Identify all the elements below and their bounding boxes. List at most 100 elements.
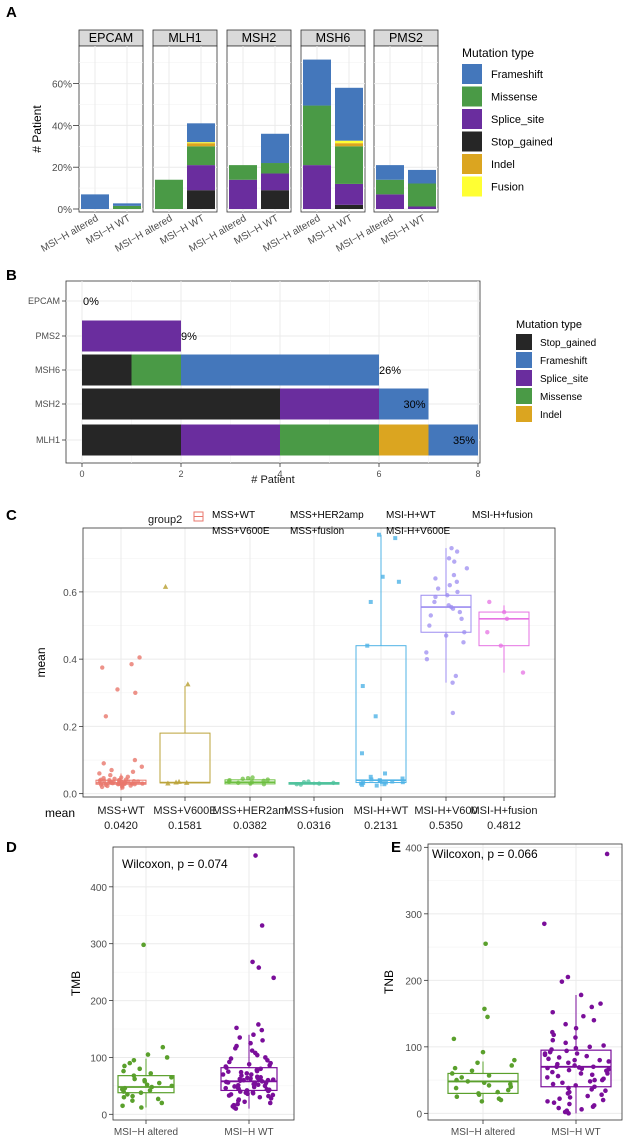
data-point	[560, 1080, 565, 1086]
data-point	[115, 782, 121, 787]
data-point	[99, 784, 105, 790]
data-point	[601, 1043, 606, 1048]
data-point	[449, 1071, 455, 1076]
legend-title: Mutation type	[516, 319, 582, 331]
bar-segment-frameshift	[428, 424, 478, 456]
data-point	[103, 714, 109, 719]
data-point	[462, 630, 467, 635]
legend-key-missense	[516, 388, 532, 404]
bar-segment-stop_gained	[335, 204, 363, 209]
legend-key-stop_gained	[516, 334, 532, 350]
data-point	[390, 779, 395, 784]
legend-label: Indel	[491, 159, 515, 171]
legend-label: Splice_site	[491, 114, 544, 126]
data-point	[316, 781, 322, 786]
data-point	[259, 1079, 265, 1084]
data-point	[424, 650, 429, 655]
legend-label: Fusion	[491, 182, 524, 194]
data-point	[377, 778, 382, 783]
data-point	[224, 1065, 229, 1070]
data-point	[556, 1105, 561, 1111]
y-tick-label: 0	[416, 1109, 422, 1120]
data-point	[121, 1068, 126, 1074]
y-tick-label: 0%	[58, 205, 73, 216]
data-point	[498, 1097, 504, 1103]
y-tick-label: 0	[101, 1110, 107, 1121]
x-tick-label: 8	[475, 469, 480, 479]
data-point	[545, 1075, 550, 1080]
y-axis-title: # Patient	[30, 105, 44, 153]
data-point	[101, 761, 106, 766]
data-point	[509, 1063, 515, 1068]
data-point	[298, 782, 303, 787]
legend-key-indel	[462, 154, 482, 174]
y-tick-label: 100	[405, 1043, 422, 1054]
data-point	[155, 1096, 161, 1102]
data-point	[432, 599, 437, 605]
bar-segment-missense	[303, 105, 331, 166]
data-point	[382, 782, 387, 787]
bar-segment-frameshift	[335, 87, 363, 141]
plot-panel	[82, 527, 556, 798]
bar-segment-fusion	[187, 142, 215, 144]
data-point	[605, 1071, 610, 1076]
data-point	[253, 853, 258, 858]
data-point	[452, 1065, 458, 1071]
data-point	[476, 1092, 482, 1098]
data-point	[258, 1066, 263, 1072]
bar-segment-frameshift	[303, 59, 331, 106]
data-point	[360, 684, 365, 689]
bar-segment-missense	[261, 163, 289, 174]
data-point	[169, 1075, 174, 1080]
legend-label: MSS+WT	[212, 510, 255, 521]
legend-key-indel	[516, 406, 532, 422]
data-point	[567, 1095, 573, 1100]
data-point	[465, 1079, 471, 1084]
data-point	[122, 1063, 127, 1069]
bar-segment-splice_site	[408, 206, 436, 209]
data-point	[137, 655, 142, 660]
data-point	[452, 559, 457, 564]
legend-label: Stop_gained	[491, 137, 553, 149]
data-point	[589, 1087, 594, 1092]
y-tick-label: 0.6	[63, 588, 77, 599]
data-point	[498, 643, 504, 648]
data-point	[237, 1089, 243, 1094]
data-point	[446, 556, 452, 561]
x-tick-label: 6	[376, 469, 381, 479]
data-point	[495, 1089, 500, 1095]
data-point	[156, 1080, 162, 1086]
y-axis-title: TNB	[382, 970, 396, 994]
bar-segment-frameshift	[408, 169, 436, 184]
data-point	[566, 1067, 572, 1073]
legend-label: MSI-H+WT	[386, 510, 436, 521]
data-point	[109, 767, 114, 773]
data-point	[236, 1098, 241, 1103]
data-point	[359, 751, 364, 756]
x-axis-title: # Patient	[251, 474, 294, 486]
data-point	[271, 975, 276, 981]
box-body	[447, 1072, 519, 1094]
data-point	[137, 1066, 143, 1072]
data-point	[164, 1055, 170, 1060]
data-point	[236, 780, 241, 786]
data-point	[294, 782, 299, 787]
data-point	[248, 1040, 253, 1046]
data-point	[469, 1068, 475, 1074]
data-point	[428, 613, 433, 618]
data-point	[228, 1056, 234, 1061]
data-point	[265, 777, 270, 782]
mean-value: 0.5350	[429, 820, 463, 832]
data-point	[604, 851, 610, 857]
data-point	[234, 1025, 239, 1031]
data-point	[600, 1097, 606, 1103]
data-point	[132, 782, 137, 787]
data-point	[127, 1060, 133, 1066]
data-point	[464, 566, 470, 571]
data-point	[373, 714, 378, 719]
facet-title: EPCAM	[89, 31, 133, 45]
data-point	[501, 609, 507, 615]
bar-segment-missense	[376, 179, 404, 195]
bar-segment-missense	[113, 205, 141, 209]
